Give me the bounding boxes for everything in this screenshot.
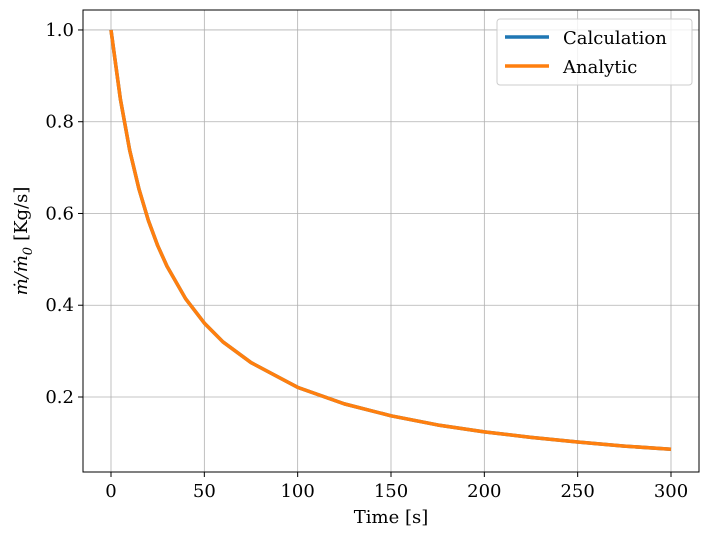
- x-tick-label: 300: [654, 481, 688, 502]
- ticks: 0 50 100 150 200 250 300 0.2 0.4 0.6 0.8 1.0: [45, 20, 688, 502]
- x-axis-label: Time [s]: [354, 507, 429, 528]
- y-tick-label: 1.0: [45, 20, 74, 41]
- x-tick-label: 0: [105, 481, 116, 502]
- x-tick-label: 50: [193, 481, 216, 502]
- series-line-analytic: [109, 29, 672, 452]
- series-group: [109, 29, 672, 452]
- y-tick-label: 0.2: [45, 387, 74, 408]
- legend: Calculation Analytic: [496, 18, 693, 86]
- x-tick-label: 200: [467, 481, 501, 502]
- y-tick-label: 0.6: [45, 203, 74, 224]
- grid: [83, 10, 699, 472]
- x-tick-label: 250: [560, 481, 594, 502]
- legend-label-analytic: Analytic: [562, 57, 637, 78]
- y-tick-label: 0.4: [45, 295, 74, 316]
- x-tick-label: 150: [374, 481, 408, 502]
- y-tick-label: 0.8: [45, 112, 74, 133]
- y-axis-label: ṁ/ṁ0[Kg/s]: [11, 187, 36, 296]
- legend-label-calculation: Calculation: [563, 28, 667, 49]
- x-tick-label: 100: [280, 481, 314, 502]
